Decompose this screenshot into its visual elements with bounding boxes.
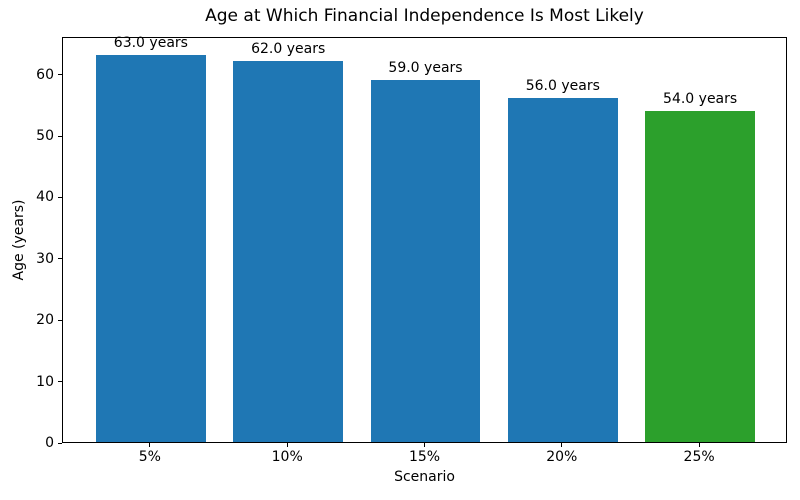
y-axis-label: Age (years): [11, 199, 27, 281]
bar-value-label: 63.0 years: [113, 35, 188, 52]
x-tick-label: 20%: [546, 449, 578, 465]
x-tick-label: 10%: [271, 449, 303, 465]
plot-area: 63.0 years 62.0 years 59.0 years 56.0 years…: [62, 35, 787, 443]
y-tick-label: 60: [36, 66, 54, 83]
x-tick-mark: [698, 443, 700, 447]
y-tick-label: 40: [36, 189, 54, 206]
bar-value-label: 59.0 years: [388, 59, 463, 76]
y-tick-label: 50: [36, 128, 54, 145]
y-tick-mark: [58, 442, 62, 444]
bar-20%: [507, 98, 618, 442]
bar-value-label: 56.0 years: [525, 78, 600, 95]
y-tick-label: 30: [36, 250, 54, 267]
x-tick-mark: [149, 443, 151, 447]
y-tick-label: 0: [45, 435, 54, 451]
x-tick-label: 15%: [408, 449, 441, 465]
y-tick-mark: [58, 319, 62, 321]
x-tick-label: 5%: [138, 449, 161, 465]
bar-15%: [370, 79, 481, 442]
x-axis-label: Scenario: [394, 469, 455, 485]
y-tick-mark: [58, 381, 62, 383]
bar-value-label: 62.0 years: [251, 41, 326, 58]
x-tick-mark: [424, 443, 425, 447]
y-tick-mark: [58, 135, 62, 137]
bar-25%: [645, 110, 756, 442]
chart-title: Age at Which Financial Independence Is M…: [205, 6, 644, 26]
y-tick-mark: [58, 74, 62, 76]
y-tick-label: 20: [36, 312, 54, 329]
y-tick-mark: [58, 196, 62, 198]
bar-5%: [95, 55, 206, 442]
x-tick-mark: [561, 443, 563, 447]
x-tick-mark: [286, 443, 288, 447]
bar-value-label: 54.0 years: [663, 90, 738, 107]
x-tick-label: 25%: [683, 449, 715, 465]
y-tick-label: 10: [36, 373, 54, 390]
y-tick-mark: [58, 258, 62, 260]
bar-10%: [233, 61, 344, 442]
